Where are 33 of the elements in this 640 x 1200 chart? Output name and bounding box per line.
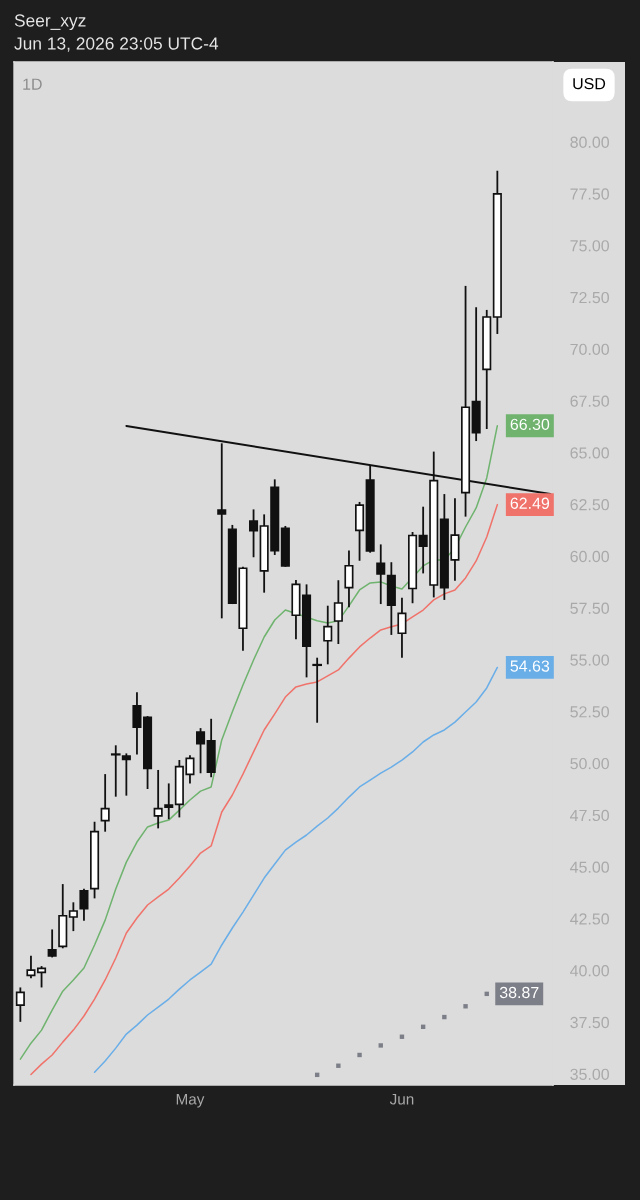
point xyxy=(357,1052,362,1058)
candlestick xyxy=(164,782,174,821)
point xyxy=(463,1004,468,1009)
line-series xyxy=(93,666,499,1073)
data-label: 66.30 xyxy=(510,418,550,430)
chart-subtitle: Jun 13, 2026 23:05 UTC-4 xyxy=(14,37,219,52)
candlestick xyxy=(312,656,322,724)
text: USD xyxy=(573,77,606,90)
candlestick xyxy=(100,773,110,833)
candlestick xyxy=(397,596,407,659)
point xyxy=(442,1014,447,1020)
line-series xyxy=(30,503,499,1076)
point xyxy=(378,1043,383,1048)
candlestick xyxy=(15,986,25,1023)
candlestick xyxy=(323,604,333,666)
candlestick xyxy=(376,543,386,605)
candlestick xyxy=(79,887,89,922)
candlestick xyxy=(153,769,163,830)
candlestick xyxy=(344,549,354,609)
data-label: 38.87 xyxy=(499,986,539,999)
candlestick xyxy=(68,901,78,933)
line-series xyxy=(19,424,499,1060)
point xyxy=(336,1063,341,1068)
candlestick xyxy=(333,579,343,645)
candlestick xyxy=(196,727,206,775)
x-tick-label: Jun xyxy=(389,1093,414,1105)
candlestick xyxy=(47,928,57,959)
annotation: 1D xyxy=(23,78,42,90)
chart-title: Seer_xyz xyxy=(14,14,86,31)
data-label: 62.49 xyxy=(510,497,550,509)
candlestick xyxy=(249,508,259,559)
x-tick-label: May xyxy=(176,1093,205,1108)
data-label: 54.63 xyxy=(510,660,550,672)
